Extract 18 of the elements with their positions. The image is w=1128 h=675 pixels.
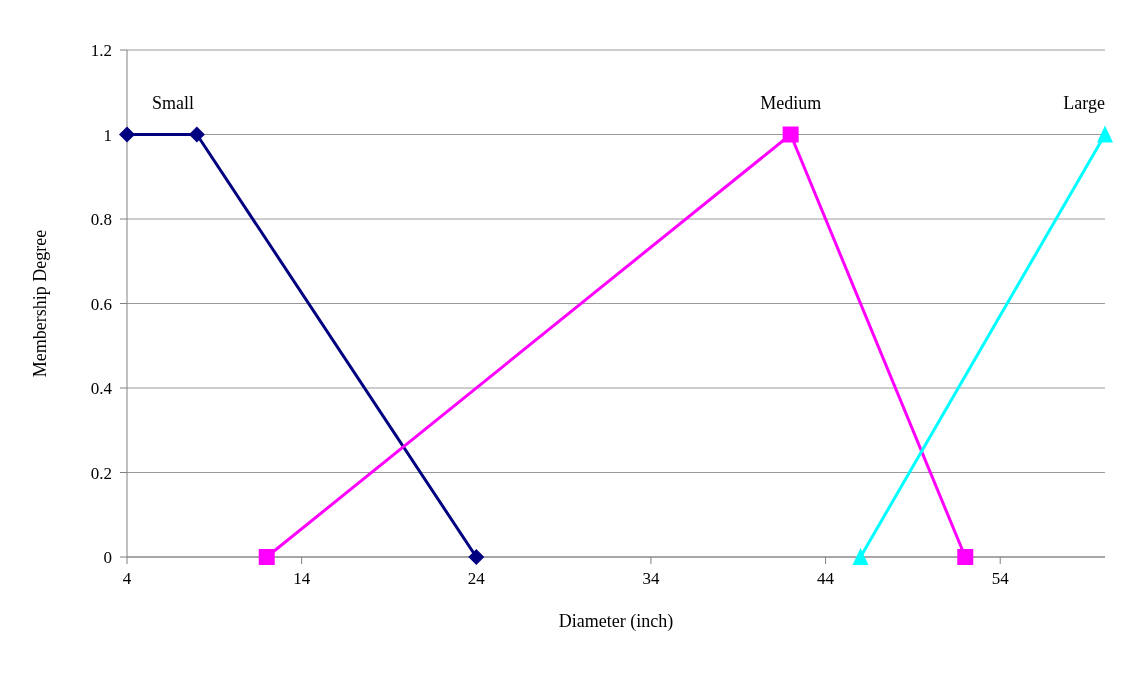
y-tick-label: 0.8 (90, 210, 112, 230)
series-label: Large (1063, 92, 1105, 113)
x-tick-label: 4 (122, 569, 132, 589)
y-tick-label: 0.2 (90, 463, 112, 483)
y-tick-label: 1 (103, 125, 112, 145)
y-tick-label: 0.6 (90, 294, 112, 314)
y-tick-label: 0.4 (90, 379, 113, 399)
y-tick-label: 0 (103, 548, 112, 568)
x-tick-label: 34 (642, 569, 660, 589)
series-label: Small (152, 92, 195, 113)
series-label: Medium (760, 92, 822, 113)
x-tick-label: 54 (991, 569, 1010, 589)
y-tick-label: 1.2 (90, 41, 112, 61)
x-tick-label: 24 (467, 569, 486, 589)
x-tick-label: 44 (817, 569, 835, 589)
x-tick-label: 14 (293, 569, 311, 589)
x-axis-title: Diameter (inch) (558, 611, 674, 632)
y-axis-title: Membership Degree (30, 229, 51, 378)
